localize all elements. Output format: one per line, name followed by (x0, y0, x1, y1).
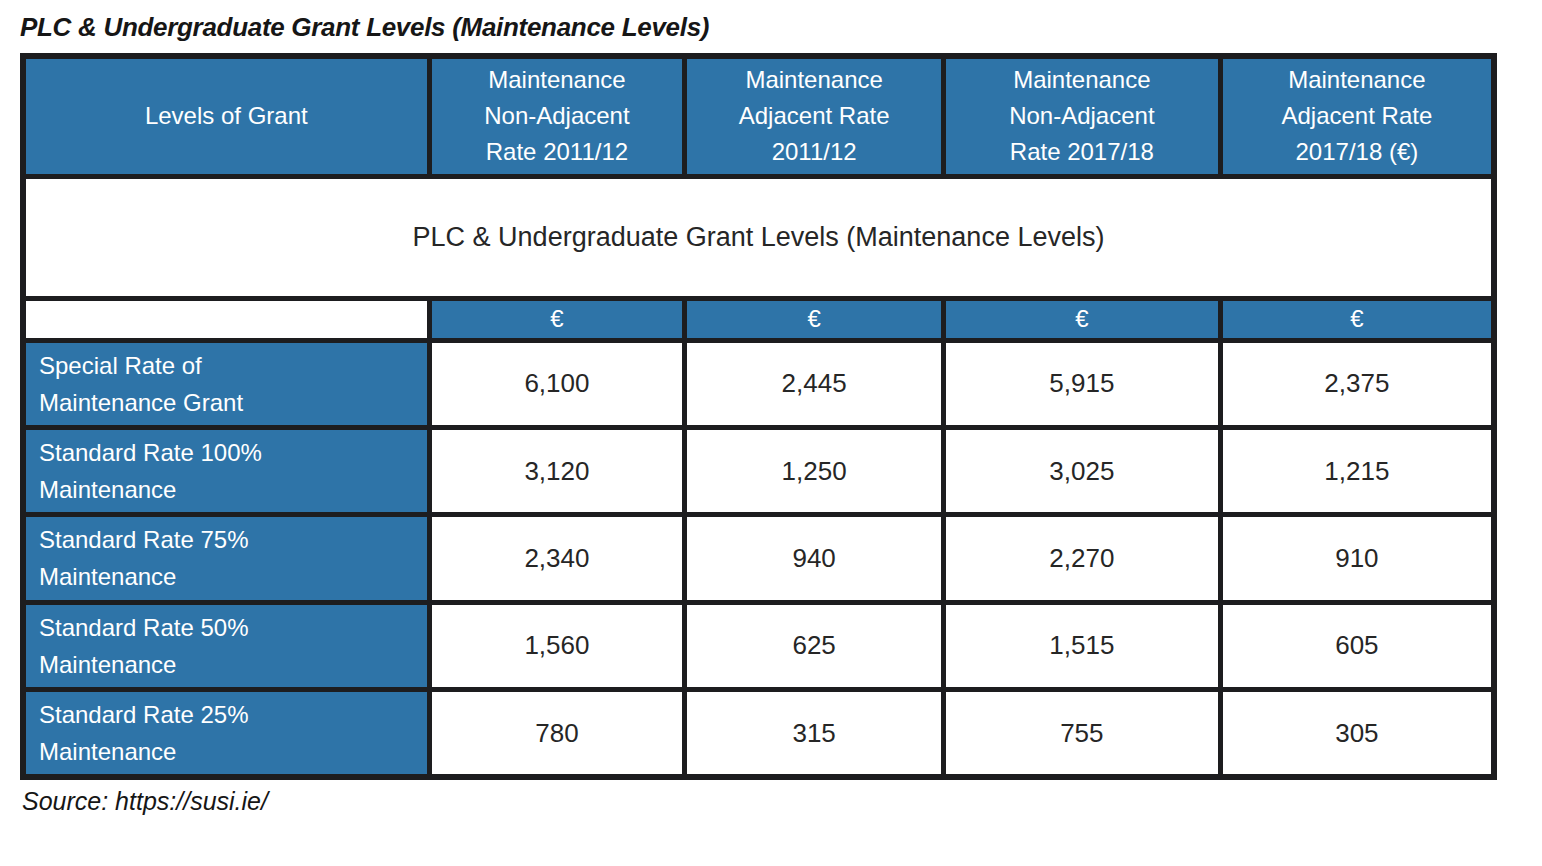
value-cell: 2,270 (943, 515, 1220, 602)
page: PLC & Undergraduate Grant Levels (Mainte… (0, 0, 1542, 816)
header-maintenance-non-adjacent-2017-18: Maintenance Non-Adjacent Rate 2017/18 (943, 56, 1220, 176)
header-levels-of-grant: Levels of Grant (23, 56, 429, 176)
currency-row-blank-cell (23, 298, 429, 340)
value-cell: 1,250 (685, 427, 944, 514)
value-cell: 2,375 (1220, 340, 1494, 427)
table-caption-cell: PLC & Undergraduate Grant Levels (Mainte… (23, 176, 1494, 298)
source-note: Source: https://susi.ie/ (20, 787, 1522, 816)
page-title: PLC & Undergraduate Grant Levels (Mainte… (20, 12, 1522, 43)
value-cell: 2,445 (685, 340, 944, 427)
row-label: Standard Rate 75% Maintenance (23, 515, 429, 602)
value-cell: 1,560 (429, 602, 685, 689)
value-cell: 315 (685, 690, 944, 778)
grant-levels-table: Levels of Grant Maintenance Non-Adjacent… (20, 53, 1497, 780)
value-cell: 3,025 (943, 427, 1220, 514)
value-cell: 940 (685, 515, 944, 602)
table-caption-row: PLC & Undergraduate Grant Levels (Mainte… (23, 176, 1494, 298)
header-maintenance-non-adjacent-2011-12: Maintenance Non-Adjacent Rate 2011/12 (429, 56, 685, 176)
euro-symbol-cell: € (685, 298, 944, 340)
value-cell: 625 (685, 602, 944, 689)
value-cell: 755 (943, 690, 1220, 778)
value-cell: 1,215 (1220, 427, 1494, 514)
euro-symbol-cell: € (943, 298, 1220, 340)
value-cell: 3,120 (429, 427, 685, 514)
currency-row: € € € € (23, 298, 1494, 340)
value-cell: 2,340 (429, 515, 685, 602)
table-header-row: Levels of Grant Maintenance Non-Adjacent… (23, 56, 1494, 176)
row-special-rate-maintenance-grant: Special Rate of Maintenance Grant 6,100 … (23, 340, 1494, 427)
value-cell: 6,100 (429, 340, 685, 427)
value-cell: 910 (1220, 515, 1494, 602)
row-label: Standard Rate 50% Maintenance (23, 602, 429, 689)
row-standard-rate-50-maintenance: Standard Rate 50% Maintenance 1,560 625 … (23, 602, 1494, 689)
value-cell: 780 (429, 690, 685, 778)
row-label: Special Rate of Maintenance Grant (23, 340, 429, 427)
value-cell: 605 (1220, 602, 1494, 689)
row-standard-rate-25-maintenance: Standard Rate 25% Maintenance 780 315 75… (23, 690, 1494, 778)
value-cell: 305 (1220, 690, 1494, 778)
euro-symbol-cell: € (1220, 298, 1494, 340)
row-label: Standard Rate 100% Maintenance (23, 427, 429, 514)
euro-symbol-cell: € (429, 298, 685, 340)
header-maintenance-adjacent-2011-12: Maintenance Adjacent Rate 2011/12 (685, 56, 944, 176)
row-label: Standard Rate 25% Maintenance (23, 690, 429, 778)
value-cell: 1,515 (943, 602, 1220, 689)
row-standard-rate-100-maintenance: Standard Rate 100% Maintenance 3,120 1,2… (23, 427, 1494, 514)
value-cell: 5,915 (943, 340, 1220, 427)
header-maintenance-adjacent-2017-18: Maintenance Adjacent Rate 2017/18 (€) (1220, 56, 1494, 176)
row-standard-rate-75-maintenance: Standard Rate 75% Maintenance 2,340 940 … (23, 515, 1494, 602)
